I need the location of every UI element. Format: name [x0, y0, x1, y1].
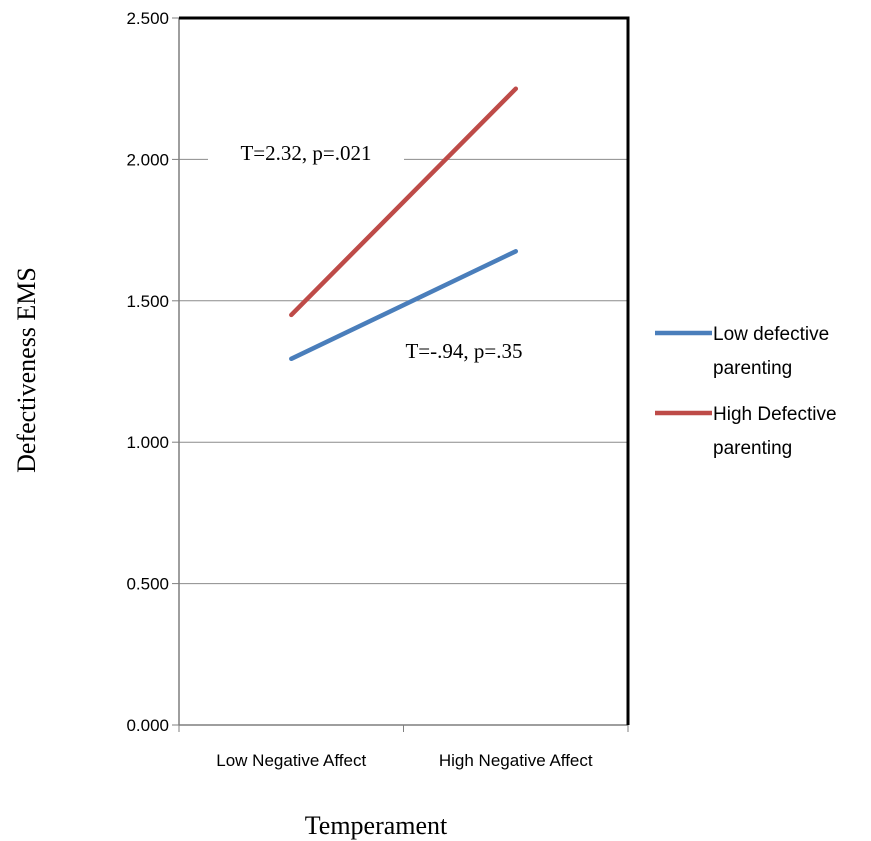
annotations: T=2.32, p=.021 T=-.94, p=.35	[208, 140, 549, 368]
x-axis-ticks: Low Negative Affect High Negative Affect	[178, 725, 629, 770]
y-tick-label: 2.000	[126, 150, 169, 169]
y-tick-label: 2.500	[126, 9, 169, 28]
gridlines	[179, 158, 628, 585]
y-tick-label: 1.000	[126, 433, 169, 452]
plot-frame	[178, 16, 630, 726]
annotation-label: T=-.94, p=.35	[405, 339, 522, 363]
x-tick-label: High Negative Affect	[439, 751, 593, 770]
annotation-label: T=2.32, p=.021	[240, 141, 371, 165]
x-tick-label: Low Negative Affect	[216, 751, 366, 770]
annotation-background	[379, 338, 549, 368]
y-axis-title: Defectiveness EMS	[12, 267, 41, 473]
y-tick-label: 0.000	[126, 716, 169, 735]
x-axis-title: Temperament	[305, 811, 448, 840]
legend-label: Low defective parenting	[713, 324, 829, 379]
series-lines	[289, 86, 519, 362]
y-tick-label: 1.500	[126, 292, 169, 311]
plot-border	[179, 16, 630, 725]
legend-label: High Defective parenting	[713, 404, 837, 459]
y-tick-label: 0.500	[126, 575, 169, 594]
legend: Low defective parenting High Defective pare…	[655, 324, 837, 459]
annotation-background	[208, 140, 404, 170]
y-axis-ticks: 0.000 0.500 1.000 1.500 2.000 2.500	[126, 9, 179, 735]
series-line	[289, 86, 519, 318]
series-line	[289, 249, 519, 362]
